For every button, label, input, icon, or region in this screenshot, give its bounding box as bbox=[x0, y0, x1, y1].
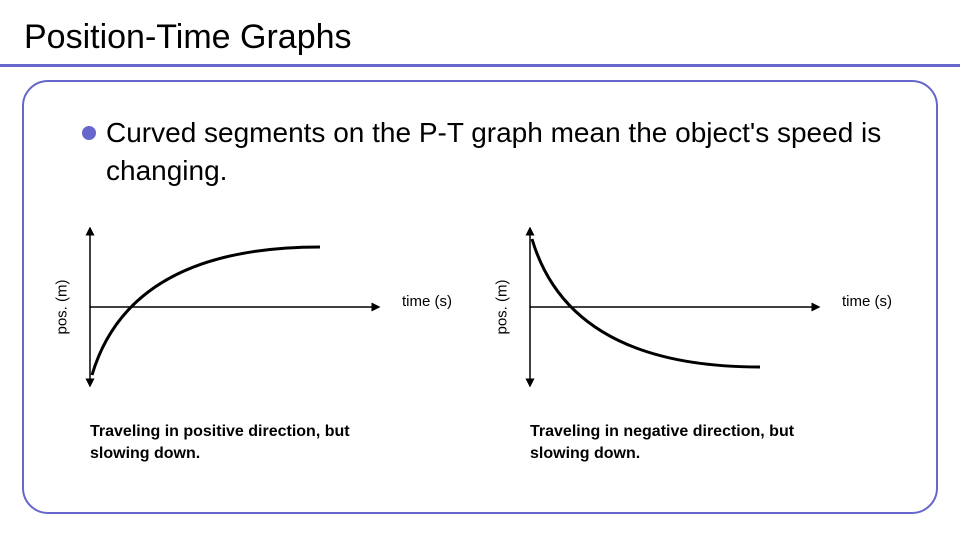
page-title: Position-Time Graphs bbox=[24, 18, 960, 57]
graph-right-ylabel: pos. (m) bbox=[494, 279, 511, 334]
graphs-row: pos. (m) time (s) Traveling in positive … bbox=[24, 227, 936, 464]
graph-left: pos. (m) time (s) Traveling in positive … bbox=[60, 227, 460, 464]
graph-left-ylabel: pos. (m) bbox=[54, 279, 71, 334]
bullet-row: Curved segments on the P-T graph mean th… bbox=[82, 114, 916, 190]
graph-left-caption: Traveling in positive direction, but slo… bbox=[90, 421, 370, 464]
bullet-dot-icon bbox=[82, 126, 96, 140]
graph-right-canvas: pos. (m) time (s) bbox=[510, 227, 890, 387]
graph-left-xlabel: time (s) bbox=[402, 293, 452, 310]
graph-right-caption: Traveling in negative direction, but slo… bbox=[530, 421, 810, 464]
bullet-text: Curved segments on the P-T graph mean th… bbox=[106, 114, 916, 190]
graph-left-curve bbox=[92, 247, 320, 375]
graph-right: pos. (m) time (s) Traveling in negative … bbox=[500, 227, 900, 464]
graph-right-svg bbox=[510, 227, 890, 387]
graph-right-curve bbox=[532, 239, 760, 367]
graph-right-xlabel: time (s) bbox=[842, 293, 892, 310]
graph-left-svg bbox=[70, 227, 450, 387]
graph-left-canvas: pos. (m) time (s) bbox=[70, 227, 450, 387]
title-underline bbox=[0, 64, 960, 67]
content-frame: Curved segments on the P-T graph mean th… bbox=[22, 80, 938, 514]
title-area: Position-Time Graphs bbox=[0, 0, 960, 57]
